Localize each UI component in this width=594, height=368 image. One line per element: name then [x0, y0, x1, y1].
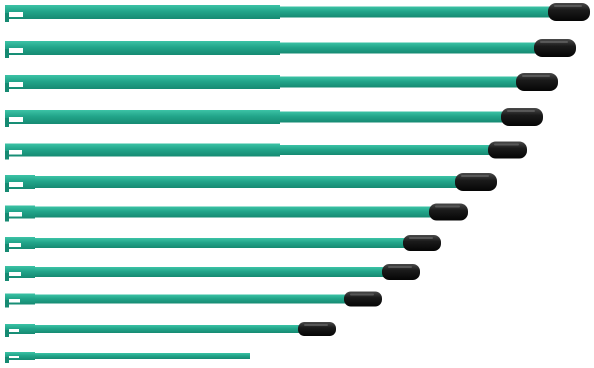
grip-shine — [522, 75, 550, 77]
rod-base — [5, 324, 35, 334]
rod — [5, 39, 576, 58]
rod-notch — [9, 48, 23, 53]
rod-tip — [5, 300, 9, 308]
rod — [5, 264, 420, 281]
rod-base — [5, 41, 280, 55]
rod-base — [5, 5, 280, 19]
rod-shaft — [5, 353, 250, 359]
rod-notch — [9, 272, 21, 276]
rod — [5, 291, 382, 308]
grip-shine — [409, 237, 433, 239]
rod-notch — [9, 82, 23, 87]
rod-notch — [9, 329, 19, 332]
rod — [5, 108, 543, 127]
rod-tip — [5, 183, 9, 192]
rod-base — [5, 352, 35, 360]
rod-grip — [501, 108, 543, 126]
rod-shaft — [5, 267, 386, 277]
rod-base — [5, 110, 280, 124]
rod — [5, 352, 250, 363]
rod-grip — [534, 39, 576, 57]
rod-notch — [9, 12, 23, 17]
rod-shaft — [5, 176, 459, 188]
rod-tip — [5, 83, 9, 92]
rod-tip — [5, 330, 9, 337]
rod-grip — [516, 73, 558, 91]
rod-tip — [5, 244, 9, 252]
rod-shaft — [5, 294, 348, 304]
grip-shine — [554, 5, 582, 7]
rod-tip — [5, 151, 9, 160]
rod-tip — [5, 273, 9, 281]
rod-notch — [9, 150, 22, 155]
rod — [5, 203, 468, 222]
rod-notch — [9, 182, 23, 187]
rod-notch — [9, 356, 19, 358]
grip-shine — [435, 205, 460, 208]
grip-shine — [350, 293, 374, 296]
rod-notch — [9, 117, 23, 122]
grip-shine — [494, 143, 519, 146]
rod-grip — [488, 141, 527, 159]
rod-grip — [548, 3, 590, 21]
rod-tip — [5, 118, 9, 127]
rod-tip — [5, 49, 9, 58]
rod-notch — [9, 243, 21, 247]
rod — [5, 3, 590, 22]
grip-shine — [540, 41, 568, 43]
rod — [5, 235, 441, 252]
rod-tip — [5, 13, 9, 22]
rod-shaft — [5, 206, 433, 218]
rod-grip — [429, 203, 468, 221]
rod-shaft — [5, 238, 407, 248]
grip-shine — [461, 175, 489, 177]
grip-shine — [388, 266, 412, 268]
grip-shine — [507, 110, 535, 112]
grip-shine — [304, 324, 328, 326]
rod-base — [5, 75, 280, 89]
rod-grip — [455, 173, 497, 191]
rod-notch — [9, 212, 22, 217]
rod-shaft — [5, 325, 302, 333]
rod-notch — [9, 299, 20, 303]
rod — [5, 141, 527, 160]
rod — [5, 73, 558, 92]
rod-base — [5, 143, 280, 157]
rod-tip — [5, 213, 9, 222]
rod — [5, 173, 497, 192]
rod-tip — [5, 357, 9, 363]
rod — [5, 322, 336, 337]
